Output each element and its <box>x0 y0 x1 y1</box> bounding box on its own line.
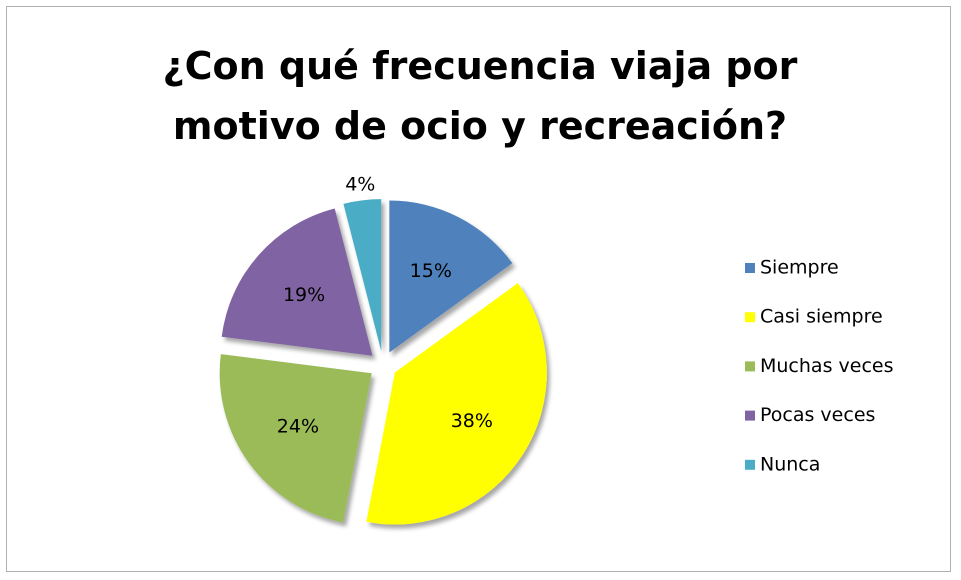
chart-frame <box>6 6 951 572</box>
legend-swatch <box>745 410 755 421</box>
legend-swatch <box>745 361 755 372</box>
data-label: 4% <box>345 174 375 196</box>
legend-swatch <box>745 312 755 323</box>
legend-label: Siempre <box>760 257 839 279</box>
pie-slice <box>389 200 513 353</box>
legend-label: Nunca <box>760 453 820 475</box>
pie-slice <box>219 354 372 523</box>
data-label: 24% <box>277 415 319 437</box>
legend-label: Casi siempre <box>760 306 883 328</box>
data-label: 15% <box>410 260 452 282</box>
legend-swatch <box>745 263 755 273</box>
data-label: 19% <box>283 284 325 306</box>
legend-label: Muchas veces <box>760 355 893 377</box>
legend-label: Pocas veces <box>760 404 875 426</box>
data-label: 38% <box>451 410 493 432</box>
pie-slice <box>221 208 373 356</box>
pie-slice <box>366 283 547 525</box>
pie-slice <box>343 199 382 352</box>
chart-title: ¿Con qué frecuencia viaja por motivo de … <box>162 44 798 148</box>
legend-swatch <box>745 459 755 470</box>
